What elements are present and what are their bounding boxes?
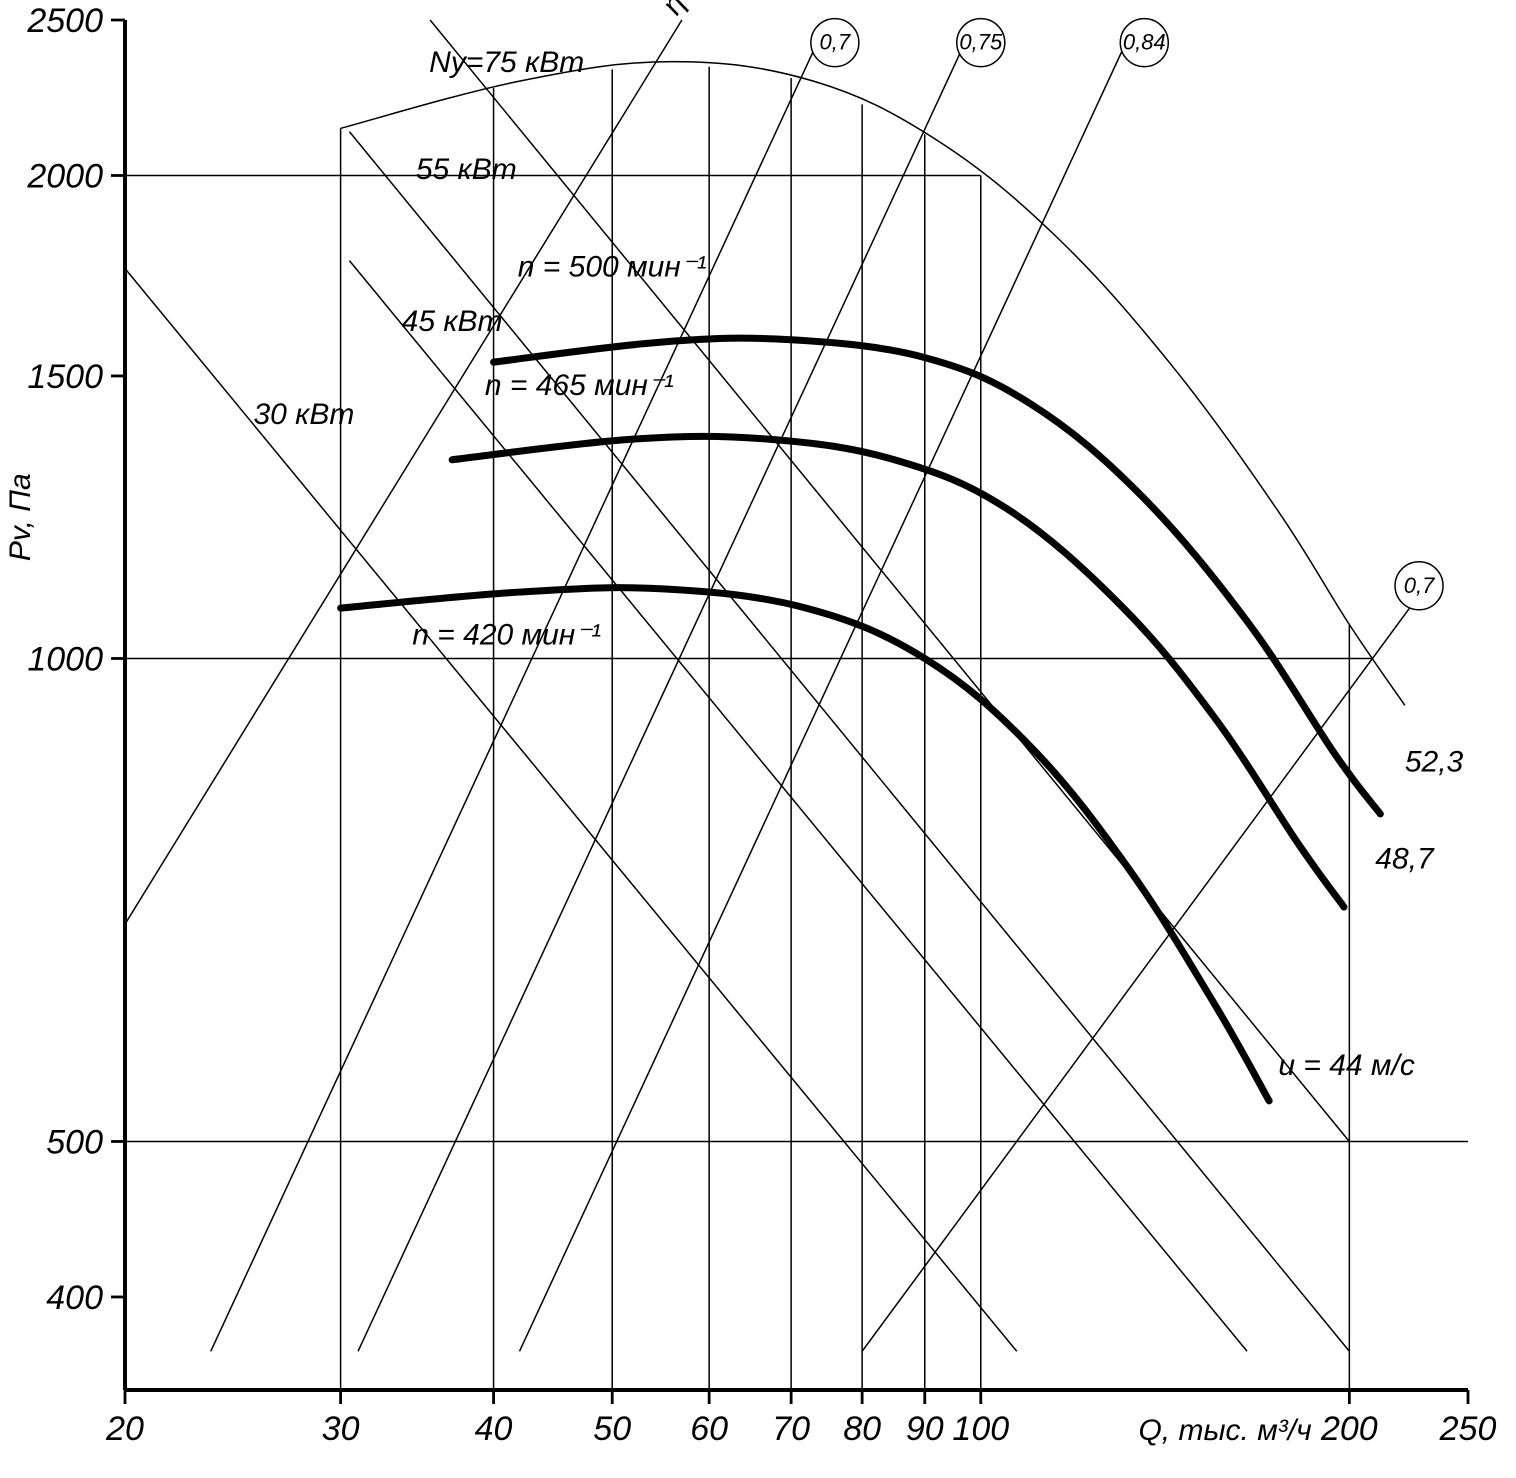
x-tick-label: 250 [1439,1410,1497,1448]
x-tick-label: 40 [475,1410,513,1448]
power-label: 45 кВт [402,305,503,338]
y-tick-label: 1500 [27,358,103,396]
speed-label: n = 465 мин⁻¹ [485,369,674,402]
x-tick-label: 80 [843,1410,881,1448]
efficiency-label: 0,7 [1404,573,1435,598]
efficiency-label: 0,75 [959,30,1003,55]
x-tick-label: 90 [906,1410,944,1448]
x-tick-label: 70 [772,1410,810,1448]
x-axis-label: Q, тыс. м³/ч [1138,1414,1311,1447]
x-tick-label: 200 [1320,1410,1378,1448]
speed-label: n = 500 мин⁻¹ [518,251,707,284]
efficiency-label: 0,84 [1123,30,1166,55]
speed-label: n = 420 мин⁻¹ [412,619,601,652]
x-tick-label: 20 [105,1410,144,1448]
u-label: 52,3 [1405,746,1464,779]
x-tick-label: 50 [593,1410,631,1448]
x-tick-label: 100 [952,1410,1009,1448]
power-label: 55 кВт [416,153,517,186]
y-tick-label: 2500 [26,2,103,40]
power-label: Ny=75 кВт [429,46,584,79]
y-tick-label: 1000 [27,640,103,678]
chart-svg: 20 30 40 50 60 70 80 90100 200 250 Q, тыс. м³/ч 400… [0,0,1516,1478]
y-tick-label: 2000 [26,157,103,195]
x-tick-label: 60 [690,1410,728,1448]
y-axis-label: Pv, Па [4,473,37,561]
fan-chart: 20 30 40 50 60 70 80 90100 200 250 Q, тыс. м³/ч 400… [0,0,1516,1478]
y-tick-label: 500 [46,1123,103,1161]
x-tick-label: 30 [322,1410,360,1448]
y-tick-label: 400 [46,1279,103,1317]
u-label: 48,7 [1375,842,1435,875]
efficiency-label: 0,7 [820,30,851,55]
u-label: u = 44 м/с [1278,1049,1414,1082]
power-label: 30 кВт [253,398,354,431]
